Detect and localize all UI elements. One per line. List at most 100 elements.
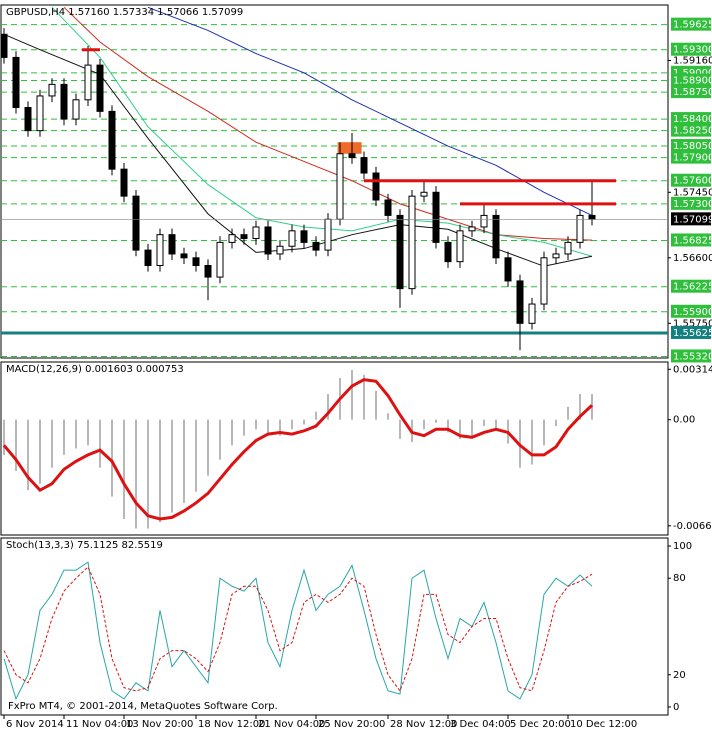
histogram-bar bbox=[555, 419, 557, 427]
candle-body bbox=[228, 234, 236, 243]
y-tick-label: 0.00 bbox=[673, 415, 695, 426]
level-label: 1.58250 bbox=[673, 126, 712, 137]
footer: FxPro MT4, © 2001-2014, MetaQuotes Softw… bbox=[8, 701, 278, 712]
histogram-bar bbox=[135, 419, 137, 529]
level-box bbox=[671, 173, 711, 187]
level-box bbox=[671, 349, 711, 363]
candle-body bbox=[12, 56, 20, 109]
histogram-bar bbox=[3, 419, 5, 455]
level-label: 1.55900 bbox=[673, 307, 712, 318]
candle-body bbox=[264, 226, 272, 255]
candle-body bbox=[396, 214, 404, 290]
x-tick-label: 28 Nov 12:00 bbox=[390, 719, 457, 730]
candle-body bbox=[468, 226, 476, 232]
histogram-bar bbox=[183, 419, 185, 503]
candle-body bbox=[516, 280, 524, 324]
histogram-bar bbox=[567, 406, 569, 420]
histogram-bar bbox=[267, 419, 269, 433]
histogram-bar bbox=[327, 394, 329, 420]
histogram-bar bbox=[243, 419, 245, 436]
candle-body bbox=[540, 257, 548, 305]
histogram-bar bbox=[87, 419, 89, 446]
level-label: 1.59625 bbox=[673, 20, 712, 31]
candle-body bbox=[1, 33, 8, 58]
level-box bbox=[671, 233, 711, 247]
histogram-bar bbox=[159, 419, 161, 523]
level-label: 1.58900 bbox=[673, 76, 712, 87]
y-tick-label: 0 bbox=[673, 702, 679, 713]
x-tick-label: 13 Nov 20:00 bbox=[126, 719, 193, 730]
panel-frame bbox=[0, 361, 669, 536]
oscillator-line bbox=[3, 566, 593, 692]
candle-body bbox=[384, 199, 392, 216]
level-label: 1.58400 bbox=[673, 114, 712, 125]
candle-body bbox=[132, 195, 140, 251]
histogram-bar bbox=[531, 419, 533, 465]
histogram-bar bbox=[387, 413, 389, 420]
y-tick-label: 20 bbox=[673, 670, 686, 681]
candle-body bbox=[456, 230, 464, 263]
level-box bbox=[671, 139, 711, 153]
histogram-bar bbox=[495, 419, 497, 430]
x-tick-label: 6 Nov 2014 bbox=[6, 719, 64, 730]
histogram-bar bbox=[483, 419, 485, 427]
candle-body bbox=[444, 241, 452, 263]
level-box bbox=[671, 42, 711, 56]
histogram-bar bbox=[375, 390, 377, 420]
histogram-bar bbox=[435, 419, 437, 423]
y-tick-label: 80 bbox=[673, 573, 686, 584]
level-box bbox=[671, 150, 711, 164]
y-tick-label: 1.59160 bbox=[673, 55, 712, 66]
last-price-label: 1.57099 bbox=[673, 214, 712, 225]
zone-box bbox=[337, 142, 362, 154]
panel-frame bbox=[0, 4, 669, 359]
candle-body bbox=[36, 95, 44, 132]
y-tick-label: 100 bbox=[673, 541, 692, 552]
candle-body bbox=[300, 230, 308, 243]
histogram-bar bbox=[579, 394, 581, 420]
histogram-bar bbox=[315, 411, 317, 420]
histogram-bar bbox=[99, 419, 101, 468]
panel-frame bbox=[0, 537, 669, 716]
x-tick-label: 18 Nov 12:00 bbox=[198, 719, 265, 730]
histogram-bar bbox=[195, 419, 197, 492]
candle-body bbox=[552, 253, 560, 259]
candle-body bbox=[420, 191, 428, 197]
candle-body bbox=[192, 257, 200, 267]
y-tick-label: 1.56600 bbox=[673, 253, 712, 264]
histogram-bar bbox=[123, 419, 125, 519]
candle-body bbox=[108, 110, 116, 170]
level-label: 1.59000 bbox=[673, 68, 712, 79]
histogram-bar bbox=[363, 374, 365, 420]
histogram-bar bbox=[291, 419, 293, 430]
candle-body bbox=[72, 99, 80, 120]
histogram-bar bbox=[447, 419, 449, 433]
level-label: 1.58750 bbox=[673, 87, 712, 98]
panel-title: Stoch(13,3,3) 75.1125 82.5519 bbox=[6, 540, 163, 551]
histogram-bar bbox=[459, 419, 461, 439]
histogram-bar bbox=[111, 419, 113, 497]
x-tick-label: 10 Dec 12:00 bbox=[570, 719, 637, 730]
x-tick-label: 11 Nov 04:00 bbox=[66, 719, 133, 730]
last-price-box bbox=[671, 212, 711, 226]
support-label: 1.55625 bbox=[673, 328, 712, 339]
histogram-bar bbox=[399, 419, 401, 439]
candle-body bbox=[204, 265, 212, 278]
y-tick-label: 0.003144 bbox=[673, 364, 712, 375]
histogram-bar bbox=[255, 419, 257, 430]
candle-body bbox=[60, 83, 68, 120]
candle-body bbox=[432, 191, 440, 243]
level-box bbox=[671, 279, 711, 293]
histogram-bar bbox=[27, 419, 29, 491]
candle-body bbox=[576, 214, 584, 243]
candle-body bbox=[144, 249, 152, 267]
candle-body bbox=[480, 214, 488, 228]
x-tick-label: 3 Dec 04:00 bbox=[450, 719, 511, 730]
level-label: 1.57900 bbox=[673, 153, 712, 164]
level-box bbox=[671, 304, 711, 318]
x-tick-label: 21 Nov 04:00 bbox=[258, 719, 325, 730]
candle-body bbox=[96, 64, 104, 112]
histogram-bar bbox=[147, 419, 149, 529]
